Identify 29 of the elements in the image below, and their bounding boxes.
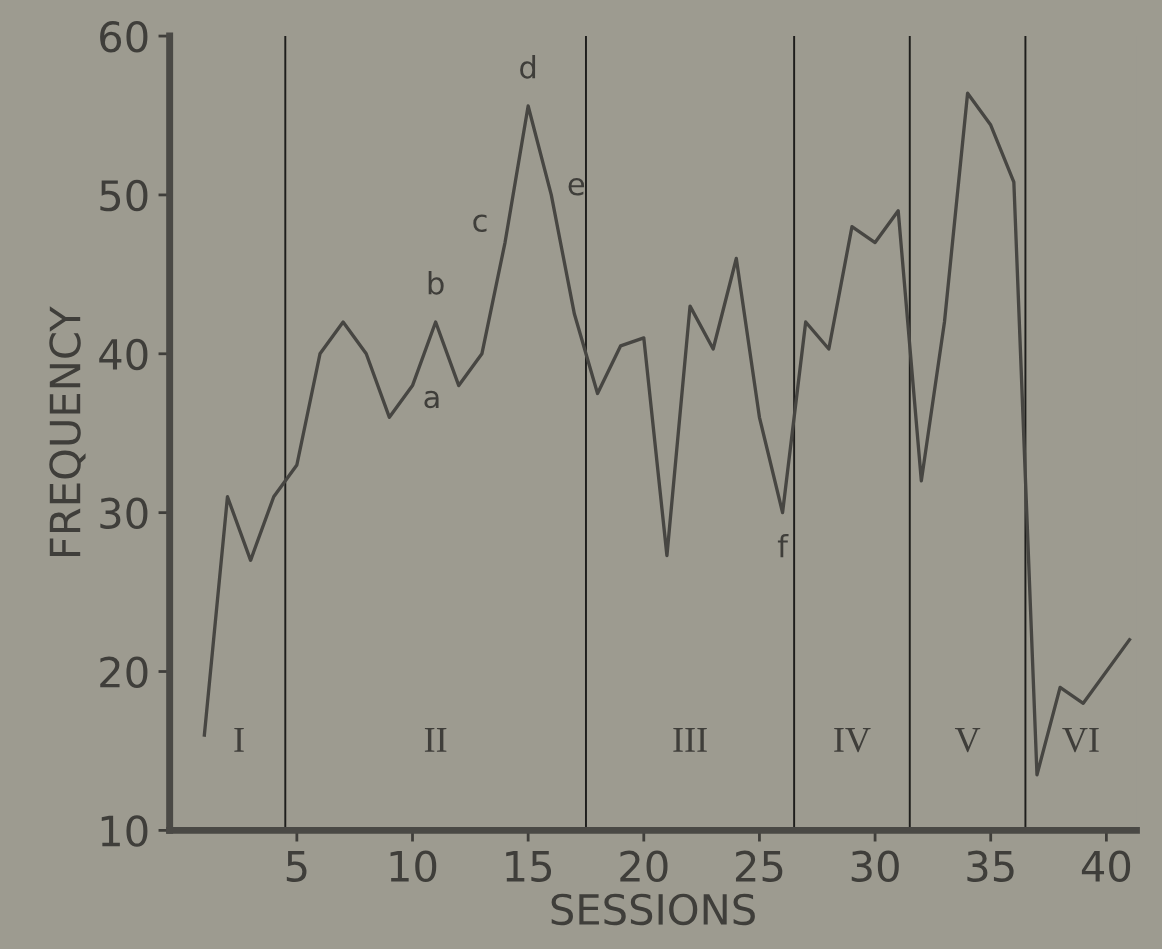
x-tick-label: 5 bbox=[286, 851, 307, 883]
annotation: V bbox=[954, 728, 981, 753]
annotation: VI bbox=[1062, 728, 1099, 753]
annotation: f bbox=[777, 533, 789, 558]
y-tick-label: 30 bbox=[100, 497, 148, 530]
annotation: a bbox=[424, 390, 439, 409]
x-tick-label: 35 bbox=[967, 850, 1014, 883]
annotation: e bbox=[568, 177, 585, 196]
y-tick-label: 60 bbox=[100, 20, 148, 53]
x-axis-title: SESSIONS bbox=[551, 893, 755, 926]
y-tick-label: 20 bbox=[100, 656, 148, 688]
x-tick-label: 20 bbox=[620, 850, 668, 883]
annotation: III bbox=[673, 728, 707, 752]
annotation: b bbox=[428, 271, 444, 295]
y-tick-label: 40 bbox=[99, 338, 148, 371]
x-tick-label: 40 bbox=[1081, 850, 1131, 883]
annotation: IV bbox=[834, 728, 871, 753]
x-tick-label: 15 bbox=[506, 851, 552, 883]
annotation: I bbox=[234, 728, 244, 752]
y-axis-title: FREQUENCY bbox=[49, 306, 86, 557]
y-tick-label: 50 bbox=[100, 179, 148, 212]
annotation: d bbox=[520, 55, 536, 79]
x-tick-label: 25 bbox=[735, 850, 783, 883]
annotation: c bbox=[473, 214, 487, 232]
y-tick-label: 10 bbox=[101, 815, 148, 847]
annotation: II bbox=[424, 728, 447, 752]
x-tick-label: 30 bbox=[851, 850, 899, 883]
line-series bbox=[202, 91, 1132, 777]
x-tick-label: 10 bbox=[390, 850, 437, 883]
